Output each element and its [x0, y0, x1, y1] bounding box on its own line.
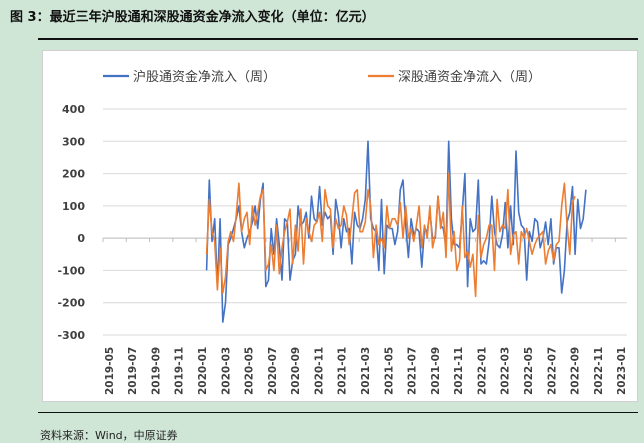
x-tick-label: 2022-09: [570, 347, 582, 395]
top-rule: [38, 38, 638, 40]
legend-label: 沪股通资金净流入（周）: [133, 69, 276, 85]
x-tick-label: 2022-03: [500, 347, 512, 395]
y-tick-label: -100: [57, 264, 85, 277]
x-tick-label: 2022-07: [546, 347, 558, 395]
x-tick-label: 2020-05: [244, 347, 256, 395]
x-tick-label: 2021-05: [383, 347, 395, 395]
x-tick-label: 2022-01: [476, 347, 488, 395]
y-tick-label: 400: [62, 103, 85, 116]
series-lines: [205, 140, 587, 323]
chart-svg: 沪股通资金净流入（周） 深股通资金净流入（周） -300 -200 -100 0 100 2…: [57, 69, 628, 395]
y-tick-label: -200: [57, 297, 85, 310]
figure-title: 图 3：最近三年沪股通和深股通资金净流入变化（单位：亿元）: [10, 10, 375, 25]
chart-panel: 沪股通资金净流入（周） 深股通资金净流入（周） -300 -200 -100 0 100 2…: [42, 50, 638, 402]
y-tick-label: 200: [62, 168, 85, 181]
x-tick-label: 2021-11: [453, 347, 465, 395]
x-tick-label: 2022-11: [593, 347, 605, 395]
x-tick-label: 2020-01: [197, 347, 209, 395]
source-note: 资料来源：Wind，中原证券: [40, 429, 178, 442]
y-axis-ticks: -300 -200 -100 0 100 200 300 400: [57, 103, 85, 342]
x-tick-label: 2020-11: [313, 347, 325, 395]
x-tick-label: 2020-09: [290, 347, 302, 395]
series-line-shenzhen: [205, 172, 576, 298]
x-tick-label: 2019-05: [104, 347, 116, 395]
x-tick-label: 2021-09: [430, 347, 442, 395]
y-tick-label: 100: [62, 200, 85, 213]
x-tick-label: 2020-03: [220, 347, 232, 395]
x-axis-ticks: 2019-05 2019-07 2019-09 2019-11 2020-01 2020-…: [104, 347, 628, 395]
x-tick-label: 2022-05: [523, 347, 535, 395]
y-tick-label: 0: [77, 232, 85, 245]
legend-label: 深股通资金净流入（周）: [398, 69, 541, 85]
y-tick-label: 300: [62, 135, 85, 148]
x-tick-label: 2020-07: [267, 347, 279, 395]
bottom-rule: [38, 412, 638, 413]
x-tick-label: 2021-07: [407, 347, 419, 395]
series-line-shanghai: [205, 140, 587, 323]
x-tick-label: 2019-09: [150, 347, 162, 395]
y-tick-label: -300: [57, 329, 85, 342]
x-tick-label: 2023-01: [616, 347, 628, 395]
x-tick-label: 2019-11: [174, 347, 186, 395]
legend: 沪股通资金净流入（周） 深股通资金净流入（周）: [103, 69, 541, 85]
x-tick-label: 2019-07: [127, 347, 139, 395]
x-tick-label: 2021-03: [360, 347, 372, 395]
grid-lines: [102, 108, 627, 336]
x-tick-label: 2021-01: [337, 347, 349, 395]
